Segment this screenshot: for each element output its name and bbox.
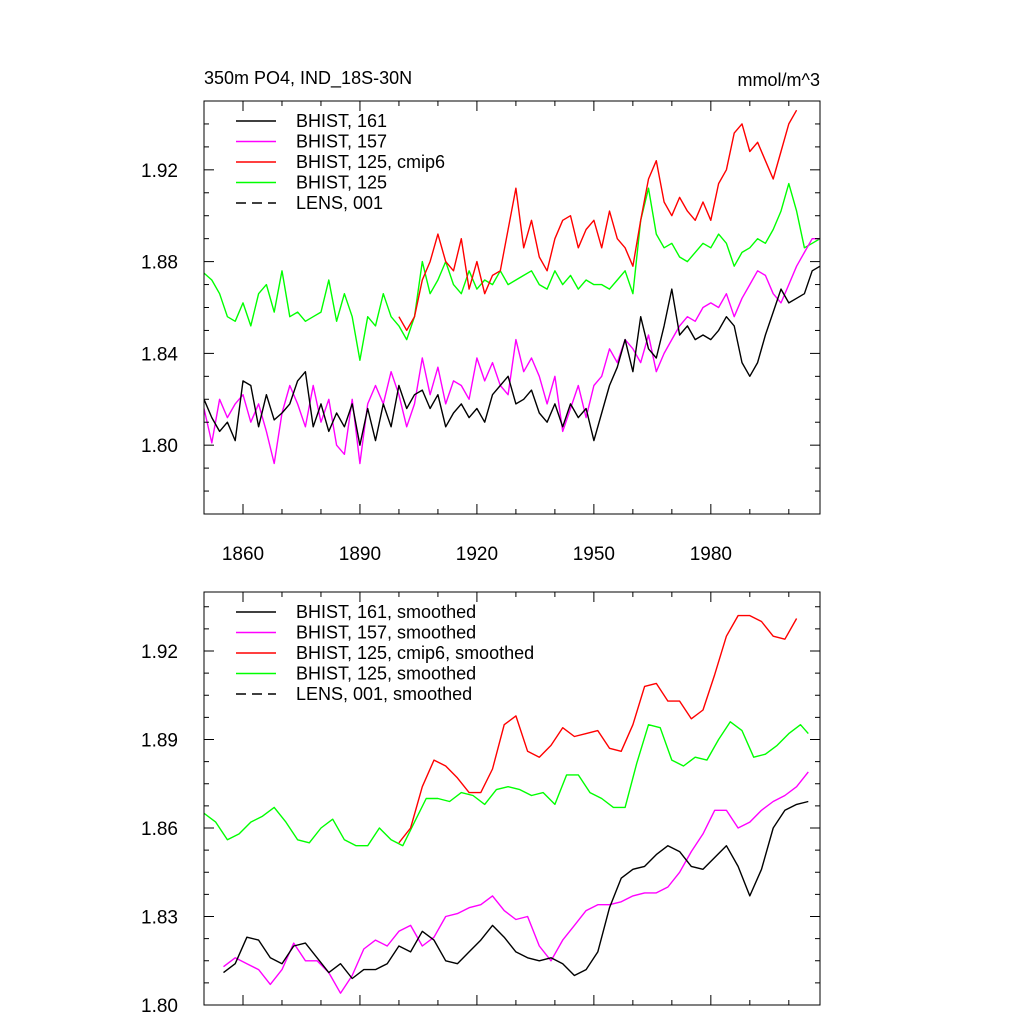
bottom-y-tick-label: 1.89 (141, 731, 178, 752)
bottom-series-line (223, 771, 809, 994)
top-x-tick-label: 1920 (456, 544, 498, 565)
top-legend-label: BHIST, 157 (296, 132, 387, 152)
top-y-tick-label: 1.92 (141, 161, 178, 182)
bottom-panel: 1.80 1.83 1.86 1.89 1.92 BHIST, 161, smoothe… (141, 591, 821, 1017)
top-series-line (204, 265, 820, 446)
top-y-tick-label: 1.80 (141, 436, 178, 457)
top-legend-label: BHIST, 125, cmip6 (296, 152, 445, 172)
bottom-y-tick-label: 1.86 (141, 819, 178, 840)
bottom-y-tick-label: 1.80 (141, 996, 178, 1017)
top-x-tick-label: 1860 (222, 544, 264, 565)
top-legend-label: BHIST, 125 (296, 173, 387, 193)
bottom-series-line (223, 800, 809, 980)
top-legend-label: LENS, 001 (296, 193, 383, 213)
top-panel: 1.80 1.84 1.88 1.92 1860 1890 1920 1950 1980 BHI… (141, 100, 821, 565)
bottom-legend-label: BHIST, 125, cmip6, smoothed (296, 643, 534, 663)
top-series-line (398, 109, 798, 332)
units-label: mmol/m^3 (738, 70, 820, 90)
top-y-tick-label: 1.88 (141, 253, 178, 274)
top-x-tick-label: 1980 (690, 544, 732, 565)
top-y-tick-label: 1.84 (141, 344, 178, 365)
bottom-y-tick-label: 1.92 (141, 642, 178, 663)
plot-title: 350m PO4, IND_18S-30N (204, 68, 412, 89)
top-legend-label: BHIST, 161 (296, 111, 387, 131)
bottom-legend-label: BHIST, 157, smoothed (296, 623, 476, 643)
top-series-line (204, 238, 820, 465)
top-series-line (204, 182, 820, 361)
bottom-series-line (204, 721, 809, 847)
bottom-series-line (398, 614, 798, 844)
bottom-plot-frame (203, 591, 821, 1006)
bottom-legend-label: BHIST, 161, smoothed (296, 602, 476, 622)
bottom-legend-label: LENS, 001, smoothed (296, 684, 472, 704)
bottom-y-tick-label: 1.83 (141, 908, 178, 929)
top-x-tick-label: 1950 (573, 544, 615, 565)
top-x-tick-label: 1890 (339, 544, 381, 565)
bottom-legend-label: BHIST, 125, smoothed (296, 664, 476, 684)
